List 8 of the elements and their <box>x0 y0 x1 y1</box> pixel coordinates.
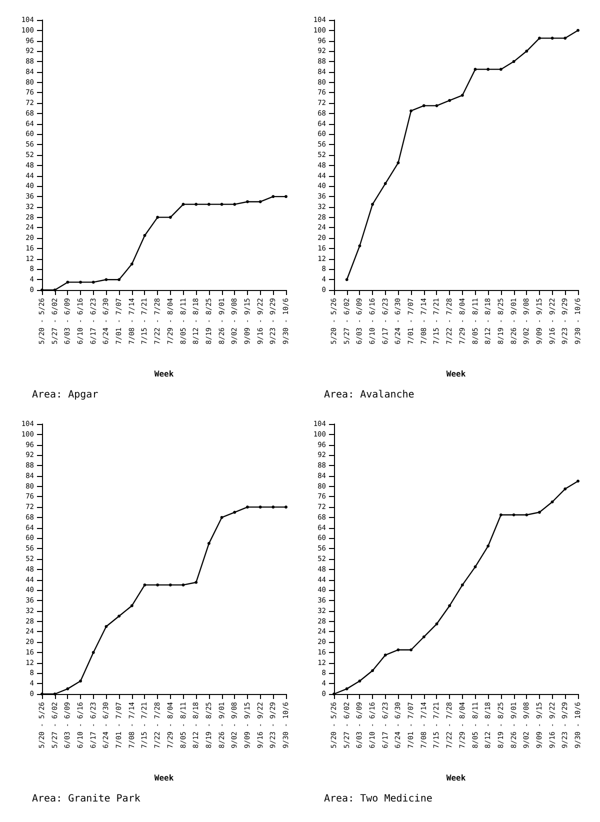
text: Area: Avalanche <box>324 390 414 400</box>
x-axis-title: Week <box>154 774 174 782</box>
text: Area: Granite Park <box>32 794 140 804</box>
text: Area: Two Medicine <box>324 794 432 804</box>
x-axis-title: Week <box>446 774 466 782</box>
x-axis-title: Week <box>446 370 466 378</box>
text: Area: Apgar <box>32 390 98 400</box>
x-axis-title: Week <box>154 370 174 378</box>
